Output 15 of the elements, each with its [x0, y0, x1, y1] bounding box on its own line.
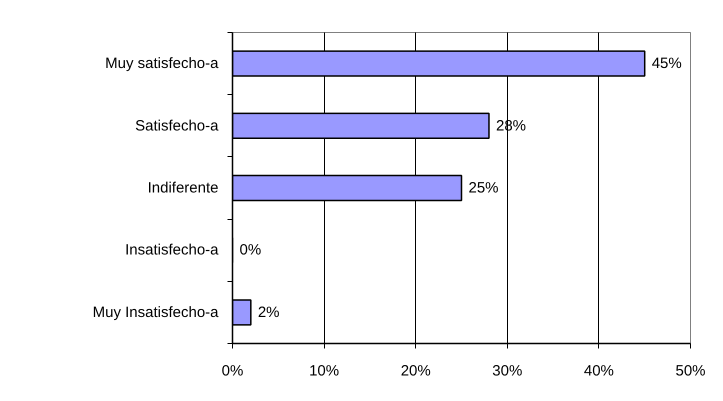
data-label: 2% [258, 304, 280, 321]
x-tick-label: 0% [222, 362, 244, 380]
data-label: 0% [240, 242, 262, 259]
y-tick-label: Insatisfecho-a [125, 242, 220, 259]
data-label: 45% [652, 55, 682, 72]
y-tick-label: Satisfecho-a [135, 117, 220, 134]
data-label: 25% [468, 180, 499, 196]
x-tick-label: 30% [492, 362, 522, 380]
x-tick-label: 40% [584, 362, 614, 380]
y-tick-label: Indiferente [148, 180, 219, 196]
y-tick-label: Muy satisfecho-a [105, 55, 220, 72]
x-tick-label: 50% [675, 362, 706, 380]
y-tick-label: Muy Insatisfecho-a [92, 304, 220, 321]
x-tick-label: 10% [309, 362, 340, 380]
x-tick-label: 20% [400, 362, 431, 380]
